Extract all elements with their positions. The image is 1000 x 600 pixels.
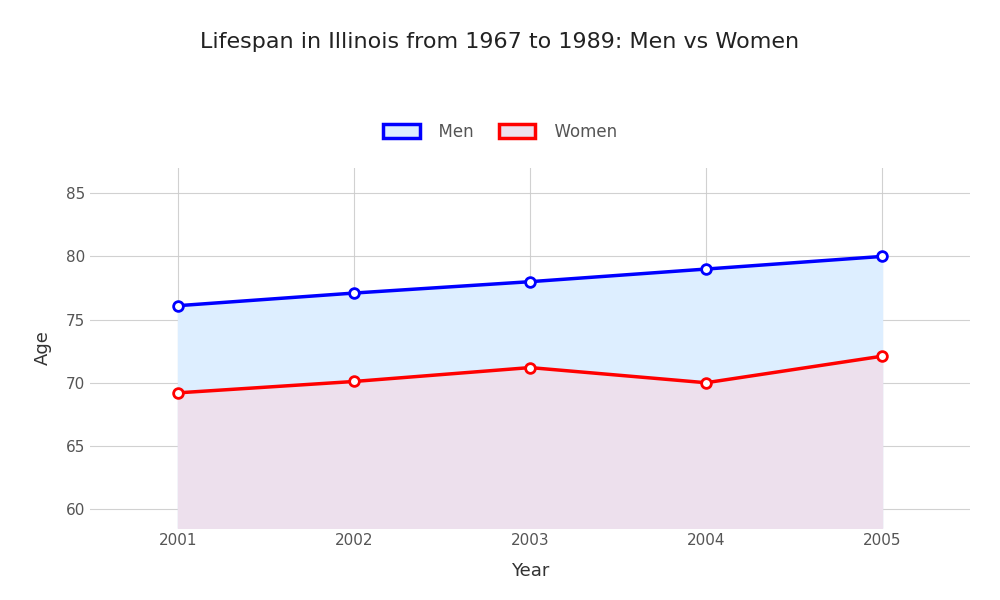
Y-axis label: Age: Age <box>34 331 52 365</box>
Text: Lifespan in Illinois from 1967 to 1989: Men vs Women: Lifespan in Illinois from 1967 to 1989: … <box>200 32 800 52</box>
X-axis label: Year: Year <box>511 562 549 580</box>
Legend:   Men,   Women: Men, Women <box>376 116 624 148</box>
